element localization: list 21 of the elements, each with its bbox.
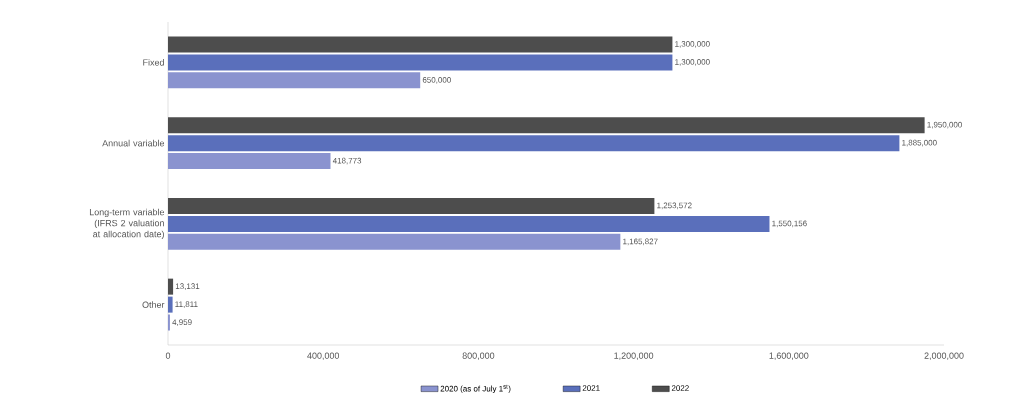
x-tick-label: 400,000 — [307, 352, 340, 360]
x-tick-label: 1,600,000 — [769, 352, 809, 360]
x-tick-label: 1,200,000 — [614, 352, 654, 360]
bar — [168, 296, 173, 313]
bar — [168, 117, 925, 134]
x-tick-label: 2,000,000 — [924, 352, 964, 360]
bar — [168, 72, 421, 89]
x-tick-label: 0 — [165, 352, 171, 359]
bar — [168, 36, 673, 53]
bar — [168, 54, 673, 71]
bar — [168, 153, 331, 170]
bar — [168, 197, 655, 214]
bar — [168, 135, 900, 152]
y-tick-label: Annual variable — [102, 139, 165, 147]
bar — [168, 278, 174, 295]
bar — [168, 233, 621, 250]
bar — [168, 215, 770, 232]
y-tick-label: Fixed — [143, 59, 164, 66]
x-tick-label: 800,000 — [462, 352, 495, 360]
y-tick-label: Other — [142, 301, 165, 308]
y-tick-label: Long-term variable (IFRS 2 valuation at allocation date) — [89, 208, 165, 240]
